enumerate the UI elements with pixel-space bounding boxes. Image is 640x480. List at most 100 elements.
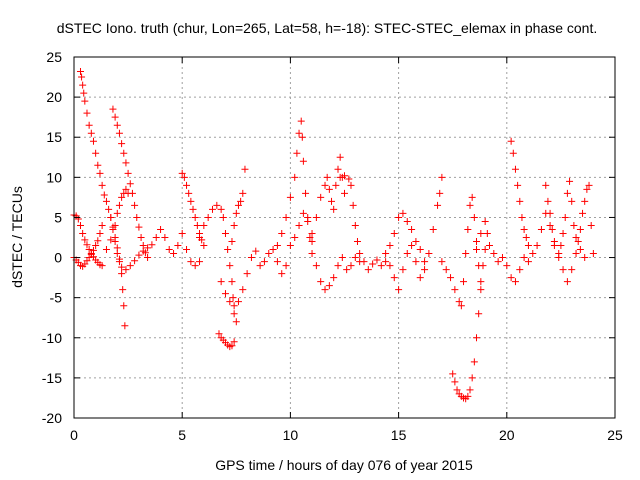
data-point (585, 181, 593, 189)
data-point (183, 181, 191, 189)
data-point (278, 229, 286, 237)
data-point (124, 169, 132, 177)
data-point (208, 205, 216, 213)
data-point (124, 189, 132, 197)
data-point (286, 193, 294, 201)
data-point (200, 221, 208, 229)
data-point (425, 250, 433, 258)
data-point (144, 254, 152, 262)
y-tick-label: 5 (54, 209, 62, 225)
y-tick-label: -10 (42, 330, 62, 346)
data-point (111, 113, 119, 121)
plot-frame (73, 56, 616, 419)
data-point (111, 221, 119, 229)
data-point (291, 234, 299, 241)
data-point (325, 282, 333, 290)
data-point (260, 258, 268, 266)
data-point (98, 221, 106, 229)
data-point (312, 262, 320, 270)
data-point (546, 209, 554, 217)
data-point (226, 262, 234, 270)
data-point (122, 266, 130, 274)
y-tick-label: 20 (46, 89, 62, 105)
data-point (477, 229, 485, 237)
data-point (286, 242, 294, 250)
data-point (191, 213, 199, 221)
data-point (113, 250, 121, 258)
data-point (111, 238, 119, 246)
data-point (453, 386, 461, 394)
data-point (83, 241, 91, 249)
data-point (120, 149, 128, 157)
data-point (200, 242, 208, 250)
data-point (183, 246, 191, 254)
data-point (328, 197, 336, 205)
data-point (178, 169, 186, 177)
data-point (351, 254, 359, 262)
data-point (345, 175, 353, 183)
data-point (230, 338, 238, 346)
data-point (102, 246, 110, 254)
data-point (282, 262, 290, 270)
data-point (118, 140, 126, 148)
data-point (507, 274, 515, 282)
data-point (347, 181, 355, 189)
data-point (390, 229, 398, 237)
data-point (464, 392, 472, 400)
data-point (568, 197, 576, 205)
data-point (299, 157, 307, 165)
data-point (520, 254, 528, 262)
data-point (511, 165, 519, 173)
data-point (421, 266, 429, 274)
data-point (232, 318, 240, 326)
data-point (395, 286, 403, 294)
data-point (87, 250, 95, 258)
data-point (353, 238, 361, 246)
data-point (228, 278, 236, 286)
data-point (323, 173, 331, 181)
data-point (180, 173, 188, 181)
data-point (187, 258, 195, 266)
data-point (304, 217, 312, 225)
data-point (85, 121, 93, 129)
data-point (217, 278, 225, 286)
data-point (334, 262, 342, 270)
data-point (98, 181, 106, 189)
data-point (332, 181, 340, 189)
data-point (87, 129, 95, 137)
data-point (189, 205, 197, 213)
data-point (395, 213, 403, 221)
data-point (336, 153, 344, 161)
data-point (343, 266, 351, 274)
data-point (79, 229, 87, 237)
data-point (408, 225, 416, 233)
data-point (583, 185, 591, 193)
data-point (321, 181, 329, 189)
data-point (399, 266, 407, 274)
data-point (364, 266, 372, 274)
data-point (475, 310, 483, 318)
y-tick-label: 0 (54, 250, 62, 266)
data-point (468, 193, 476, 201)
data-point (466, 386, 474, 394)
data-point (408, 242, 416, 250)
data-point (119, 286, 127, 294)
data-point (511, 278, 519, 286)
data-point (239, 286, 247, 294)
data-point (118, 193, 126, 201)
data-point (373, 256, 381, 264)
data-point (237, 197, 245, 205)
data-points (70, 67, 597, 403)
data-point (579, 209, 587, 217)
data-point (412, 238, 420, 246)
data-point (92, 242, 100, 250)
data-point (174, 242, 182, 250)
data-point (485, 242, 493, 250)
data-point (83, 109, 91, 117)
data-point (94, 161, 102, 169)
data-point (462, 250, 470, 258)
data-point (219, 213, 227, 221)
data-point (412, 258, 420, 266)
data-point (102, 197, 110, 205)
data-point (473, 334, 481, 342)
